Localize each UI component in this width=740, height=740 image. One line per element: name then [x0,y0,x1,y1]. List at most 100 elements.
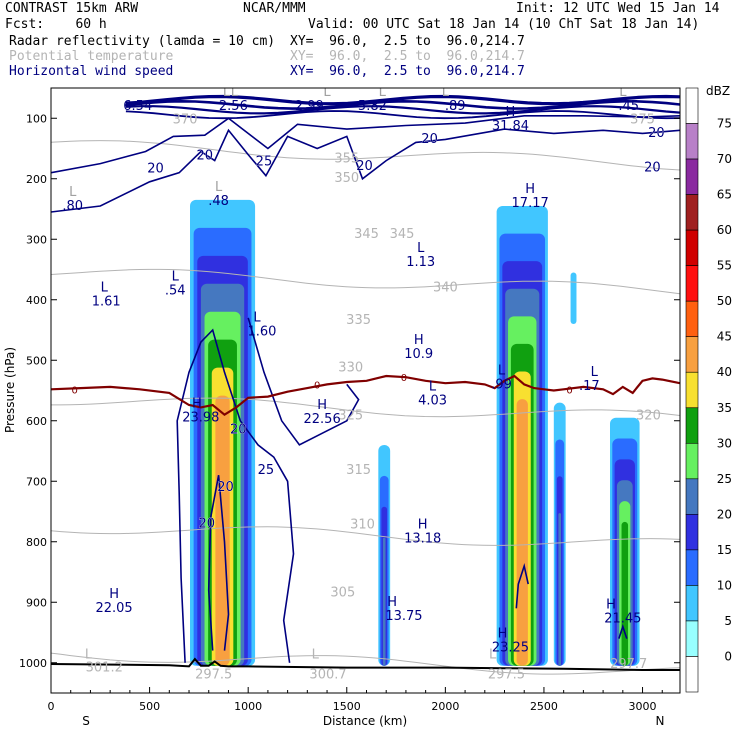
isentrope-label: 345 [390,227,415,242]
extremum-value: 22.56 [304,412,341,427]
colorbar-swatch [685,123,699,160]
isentrope-label: 345 [354,227,379,242]
colorbar-label: 10 [717,578,732,592]
isentrope-305 [51,526,680,546]
terrain-line [51,657,680,671]
header-line2-right: Valid: 00 UTC Sat 18 Jan 14 (10 ChT Sat … [308,17,700,32]
field-theta-name: Potential temperature [9,49,174,64]
x-tick-label: 500 [139,700,160,713]
reflectivity-cell-0-band-7 [215,395,230,666]
isentrope-label: 301.2 [86,660,123,675]
extremum-value: 6.54 [123,99,152,114]
extremum-value: 23.25 [492,641,529,656]
isentrope-320 [51,140,680,171]
wind-min-marker: L [379,85,387,100]
reflectivity-cell-3-band-3 [558,513,562,666]
y-tick-label: 900 [26,596,47,609]
reflectivity-cell-5-band-5 [621,521,629,666]
reflectivity-cell-4-band-0 [570,272,577,324]
y-tick-label: 700 [26,475,47,488]
colorbar-swatch [685,656,699,693]
colorbar-label: 20 [717,507,732,521]
wind-min-marker: L [619,85,627,100]
colorbar-label: 15 [717,543,732,557]
wind-max-marker: H [192,397,202,412]
extremum-value: 5.82 [358,99,387,114]
wind-max-marker: H [606,597,616,612]
isentrope-label: 310 [350,518,375,533]
isentrope-label: 370 [173,112,198,127]
isentrope-label: 297.5 [488,668,525,683]
freezing-level-line [51,374,680,417]
x-end-left: S [82,714,90,728]
colorbar-label: 75 [717,117,732,131]
wind-min-marker: L [489,648,497,663]
colorbar-swatch [685,229,699,266]
y-tick-label: 200 [26,173,47,186]
x-tick-label: 3000 [629,700,657,713]
wind-contour-1 [51,115,680,174]
plot-frame [50,87,681,694]
y-tick-label: 800 [26,536,47,549]
colorbar-label: 25 [717,472,732,486]
freezing-level-label: 0 [401,373,407,384]
extremum-value: .54 [165,284,186,299]
colorbar-swatch [685,478,699,515]
jet-contour-0 [125,94,680,106]
wind-contour-0 [51,128,680,213]
isentrope-315 [51,268,680,295]
wind-max-marker: H [506,105,516,120]
freezing-level-label: 0 [566,385,572,396]
isentrope-label: 375 [630,112,655,127]
isentrope-label: 335 [346,313,371,328]
isentrope-label: 350 [334,171,359,186]
x-tick-label: 2000 [431,700,459,713]
colorbar-label: 30 [717,436,732,450]
header-line1-center: NCAR/MMM [243,1,306,16]
extremum-value: .48 [208,194,229,209]
wind-contour-2 [176,328,295,663]
wind-max-marker: H [525,182,535,197]
extremum-value: .45 [618,99,639,114]
field-wind-name: Horizontal wind speed [9,64,174,79]
wind-min-marker: L [223,85,231,100]
extremum-value: 4.03 [418,394,447,409]
wind-min-marker: L [417,241,425,256]
wind-min-marker: L [591,365,599,380]
wind-min-marker: L [215,180,223,195]
colorbar-label: 55 [717,259,732,273]
extremum-value: 17.17 [512,196,549,211]
wind-min-marker: L [231,85,239,100]
extremum-value: .17 [579,379,600,394]
colorbar-swatch [685,620,699,657]
colorbar-swatch [685,265,699,302]
y-tick-label: 500 [26,354,47,367]
extremum-value: 2.99 [295,99,324,114]
y-axis-title: Pressure (hPa) [3,347,17,433]
wind-max-marker: H [414,333,424,348]
wind-max-marker: H [109,587,119,602]
freezing-level-label: 0 [314,380,320,391]
extremum-value: .80 [62,199,83,214]
wind-min-marker: L [172,270,180,285]
y-tick-label: 300 [26,233,47,246]
wind-speed-label: 20 [644,161,661,176]
isentrope-300 [51,652,680,675]
isentrope-label: 305 [330,585,355,600]
x-tick-label: 2500 [530,700,558,713]
freezing-level-label: 0 [71,385,77,396]
wind-speed-label: 20 [198,516,215,531]
wind-contour-4 [207,475,230,651]
x-end-right: N [656,714,665,728]
wind-min-marker: L [85,648,93,663]
field-theta-xy: XY= 96.0, 2.5 to 96.0,214.7 [290,49,525,64]
colorbar-swatch [685,158,699,195]
isentrope-label: 297.5 [195,668,232,683]
colorbar-swatch [685,407,699,444]
colorbar-label: 65 [717,188,732,202]
wind-contour-5 [515,562,529,609]
colorbar-label: 70 [717,152,732,166]
colorbar-swatch [685,87,699,124]
wind-speed-label: 25 [256,155,273,170]
